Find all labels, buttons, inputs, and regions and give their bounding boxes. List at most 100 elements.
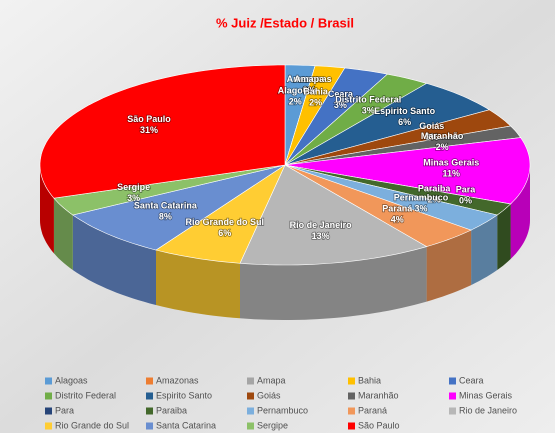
legend-swatch (45, 407, 52, 415)
slice-value-label: 3% (414, 204, 427, 214)
slice-side-shade (240, 246, 427, 320)
slice (284, 164, 498, 231)
legend-swatch (45, 422, 52, 430)
slice-value-label: 4% (391, 215, 404, 225)
slice-side-shade (53, 198, 73, 270)
legend-swatch (146, 422, 153, 430)
slice-value-label: 0% (303, 85, 316, 95)
slice-side-shade (426, 230, 472, 302)
slice-side (471, 215, 498, 286)
slice (284, 109, 512, 166)
slice-value-label: 0% (459, 196, 472, 206)
slice-label: Pernambuco (394, 193, 449, 203)
slice (53, 164, 286, 216)
slice (284, 67, 389, 166)
legend-label: Bahia (358, 375, 381, 385)
legend-label: Minas Gerais (459, 390, 513, 400)
slice-side (156, 250, 240, 319)
legend-swatch (348, 422, 355, 430)
slice-label: Sergipe (117, 182, 150, 192)
slice-side (72, 215, 156, 305)
slice (72, 164, 286, 251)
slice-side-shade (497, 204, 511, 270)
slice-value-label: 2% (428, 195, 441, 205)
slice (284, 83, 490, 166)
slice (284, 125, 522, 166)
slice-side (53, 198, 73, 270)
legend-label: Paraná (358, 405, 387, 415)
slice-side (240, 246, 427, 320)
legend-label: Ceara (459, 375, 484, 385)
slice-label: Distrito Federal (335, 94, 401, 104)
slice-side-shade (72, 215, 156, 305)
legend-swatch (348, 392, 355, 400)
slice-value-label: 31% (140, 125, 158, 135)
slice-label: Paraná (382, 204, 413, 214)
slice-value-label: 11% (443, 169, 461, 179)
slice-side-shade (510, 165, 530, 259)
legend-swatch (146, 377, 153, 385)
slice-value-label: 2% (289, 97, 302, 107)
slice-side (40, 165, 54, 254)
legend-swatch (45, 392, 52, 400)
legend-swatch (247, 407, 254, 415)
slice-value-label: 3% (425, 132, 438, 142)
slice-label: São Paulo (127, 114, 171, 124)
legend-label: Rio Grande do Sul (55, 420, 129, 430)
slice (284, 164, 472, 247)
legend-swatch (247, 377, 254, 385)
slice-value-label: 3% (334, 100, 347, 110)
slice-value-label: 3% (127, 193, 140, 203)
legend-label: Pernambuco (257, 405, 308, 415)
legend-label: Goiás (257, 390, 281, 400)
legend-swatch (348, 377, 355, 385)
legend-label: Paraiba (156, 405, 187, 415)
slice-label: Alagoas (278, 86, 313, 96)
legend-swatch (146, 392, 153, 400)
slice-label: Bahia (303, 87, 329, 97)
slice-side (426, 230, 472, 302)
slice-label: Maranhão (421, 131, 464, 141)
sides (40, 165, 530, 320)
slice-label: Amapa (294, 74, 325, 84)
slice-label: Goiás (419, 121, 444, 131)
chart-title: % Juiz /Estado / Brasil (216, 15, 354, 30)
slice-value-label: 2% (436, 142, 449, 152)
legend-label: Para (55, 405, 74, 415)
slice-label: Espirito Santo (374, 106, 436, 116)
slice-label: Paraiba (418, 184, 452, 194)
legend-swatch (449, 407, 456, 415)
slice-value-label: 6% (218, 228, 231, 238)
slice-value-label: 2% (309, 98, 322, 108)
legend-swatch (45, 377, 52, 385)
legend-label: Amazonas (156, 375, 199, 385)
slice-label: Rio de Janeiro (290, 220, 353, 230)
slice-side (510, 165, 530, 259)
legend-swatch (348, 407, 355, 415)
slice-label: Ceara (328, 89, 354, 99)
slice-label: Minas Gerais (423, 158, 479, 168)
slice-side-shade (471, 215, 498, 286)
slice-value-label: 6% (398, 117, 411, 127)
slice-value-label: 3% (362, 105, 375, 115)
slice-label: Santa Catarina (134, 201, 198, 211)
slice-side-shade (40, 165, 54, 254)
legend-swatch (449, 392, 456, 400)
slice-value-label: 0% (303, 85, 316, 95)
legend-label: São Paulo (358, 420, 400, 430)
slice (284, 164, 512, 216)
slice (284, 73, 428, 166)
legend-label: Espirito Santo (156, 390, 212, 400)
slice (284, 137, 531, 205)
slice-side (497, 204, 511, 270)
slice-label: Amazonas (287, 74, 332, 84)
legend-swatch (247, 392, 254, 400)
legend-label: Alagoas (55, 375, 88, 385)
slice (239, 164, 428, 266)
legend-label: Rio de Janeiro (459, 405, 517, 415)
legend-label: Amapa (257, 375, 286, 385)
legend-label: Maranhão (358, 390, 399, 400)
slice-side-shade (156, 250, 240, 319)
slice-label: Rio Grande do Sul (186, 217, 265, 227)
